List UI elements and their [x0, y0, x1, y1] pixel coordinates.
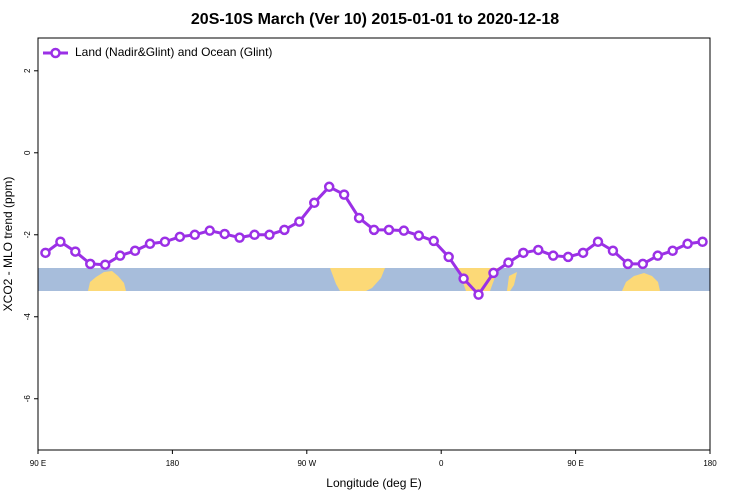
data-point: [682, 238, 693, 250]
data-point: [174, 231, 186, 243]
x-axis-label: Longitude (deg E): [326, 476, 421, 490]
data-point: [368, 224, 380, 236]
data-point: [264, 229, 275, 241]
y-tick-label: -4: [23, 313, 32, 321]
x-tick-label: 180: [703, 459, 717, 468]
x-tick-label: 90 E: [567, 459, 583, 468]
data-point: [398, 225, 410, 236]
data-point: [309, 197, 320, 209]
data-point: [129, 245, 141, 257]
data-point: [592, 236, 604, 247]
data-point: [114, 250, 126, 261]
data-point: [503, 257, 514, 268]
land-madagascar: [507, 272, 517, 291]
data-point: [40, 247, 51, 259]
data-point: [294, 216, 305, 227]
legend-marker: [50, 47, 61, 59]
data-point: [428, 235, 439, 247]
y-tick-label: -6: [23, 395, 32, 403]
data-point: [85, 258, 96, 270]
data-point: [144, 238, 156, 250]
data-point: [667, 245, 678, 257]
data-point: [488, 267, 499, 279]
map-band: [38, 268, 710, 291]
data-point: [443, 251, 454, 263]
data-point: [458, 273, 469, 284]
x-tick-label: 90 W: [297, 459, 316, 468]
y-tick-label: 0: [23, 150, 32, 155]
x-tick-label: 90 E: [30, 459, 46, 468]
data-point: [473, 289, 484, 300]
chart-title: 20S-10S March (Ver 10) 2015-01-01 to 202…: [191, 11, 559, 28]
data-point: [607, 245, 619, 257]
plot-frame: [37, 37, 711, 451]
data-point: [547, 250, 559, 261]
land-australia: [88, 271, 126, 291]
land-australia: [622, 273, 660, 291]
y-tick-label: 2: [23, 68, 32, 73]
data-point: [577, 247, 589, 259]
data-point: [652, 250, 663, 261]
data-point: [323, 181, 335, 193]
legend-label: Land (Nadir&Glint) and Ocean (Glint): [75, 45, 272, 59]
data-point: [279, 224, 290, 236]
x-tick-label: 0: [439, 459, 444, 468]
data-point: [338, 189, 350, 200]
data-point: [204, 225, 215, 236]
data-point: [383, 224, 395, 236]
y-axis-label: XCO2 - MLO trend (ppm): [1, 177, 15, 312]
data-point: [622, 258, 634, 270]
land-south-america: [330, 268, 385, 291]
data-point: [637, 258, 649, 270]
y-tick-label: -2: [23, 231, 32, 239]
data-point: [219, 228, 230, 240]
data-point: [234, 232, 245, 243]
data-point: [518, 247, 529, 259]
data-point: [70, 246, 81, 257]
data-point: [249, 229, 260, 241]
data-point: [413, 230, 425, 241]
data-point: [697, 236, 708, 247]
data-point: [55, 236, 66, 247]
data-point: [99, 259, 111, 270]
data-point: [533, 244, 544, 256]
data-point: [353, 212, 365, 224]
data-point: [189, 229, 201, 241]
x-tick-label: 180: [166, 459, 180, 468]
data-point: [159, 236, 171, 247]
data-point: [562, 251, 574, 263]
